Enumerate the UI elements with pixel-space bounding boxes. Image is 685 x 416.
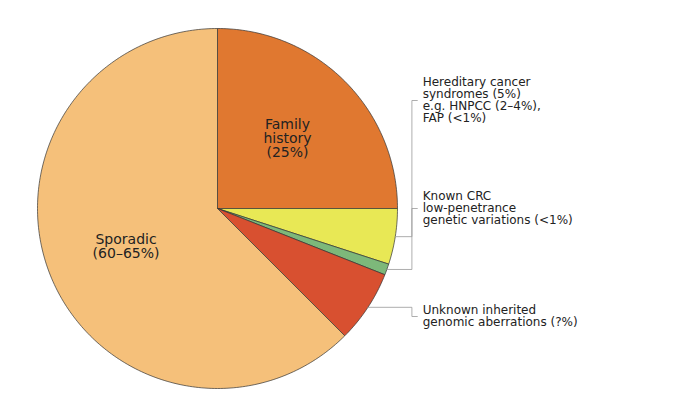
svg-text:Unknown inheritedgenomic aberr: Unknown inheritedgenomic aberrations (?%…	[423, 303, 578, 329]
svg-text:Known CRClow-penetrancegenetic: Known CRClow-penetrancegenetic variation…	[423, 189, 573, 227]
svg-text:Sporadic(60–65%): Sporadic(60–65%)	[93, 231, 160, 261]
svg-text:Hereditary cancersyndromes (5%: Hereditary cancersyndromes (5%)e.g. HNPC…	[423, 75, 541, 125]
svg-text:Familyhistory(25%): Familyhistory(25%)	[263, 116, 311, 160]
